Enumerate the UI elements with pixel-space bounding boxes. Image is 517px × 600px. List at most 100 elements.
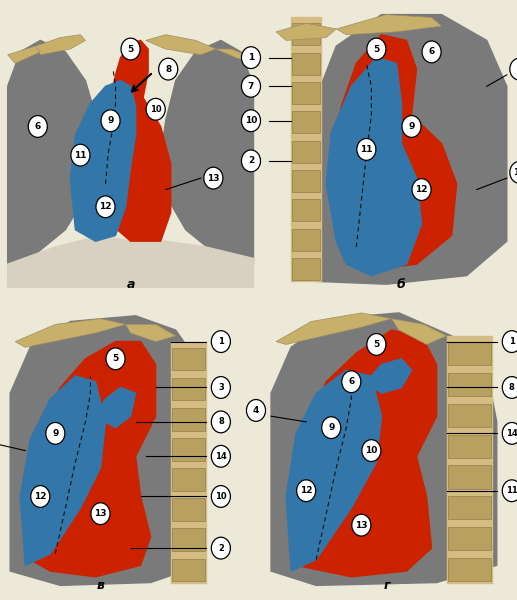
Text: 6: 6 <box>35 122 41 131</box>
Circle shape <box>503 422 517 444</box>
Circle shape <box>71 144 90 166</box>
Text: 1: 1 <box>218 337 224 346</box>
Circle shape <box>28 116 48 137</box>
Text: 13: 13 <box>94 509 107 518</box>
Circle shape <box>241 110 261 131</box>
Circle shape <box>342 371 361 392</box>
Polygon shape <box>448 527 491 550</box>
Circle shape <box>204 167 223 189</box>
Circle shape <box>422 41 441 63</box>
Circle shape <box>510 58 517 80</box>
Polygon shape <box>172 529 205 551</box>
Circle shape <box>322 417 341 439</box>
Text: 1: 1 <box>248 53 254 62</box>
Text: 6: 6 <box>348 377 355 386</box>
Circle shape <box>211 331 231 352</box>
Polygon shape <box>172 378 205 400</box>
Polygon shape <box>261 6 512 293</box>
Polygon shape <box>271 313 497 586</box>
Text: 5: 5 <box>112 354 119 364</box>
Circle shape <box>211 445 231 467</box>
Polygon shape <box>15 319 126 347</box>
Text: 12: 12 <box>99 202 112 211</box>
Polygon shape <box>8 46 40 64</box>
Text: 13: 13 <box>513 168 517 177</box>
Text: а: а <box>126 278 135 291</box>
Text: 11: 11 <box>74 151 87 160</box>
Polygon shape <box>448 404 491 427</box>
Polygon shape <box>8 235 253 287</box>
Polygon shape <box>172 468 205 491</box>
Circle shape <box>211 485 231 508</box>
Polygon shape <box>316 14 507 284</box>
Circle shape <box>101 110 120 131</box>
Circle shape <box>367 38 386 60</box>
Text: 9: 9 <box>108 116 114 125</box>
Circle shape <box>362 440 381 461</box>
Circle shape <box>503 480 517 502</box>
Polygon shape <box>296 330 436 577</box>
Text: 12: 12 <box>415 185 428 194</box>
Polygon shape <box>261 307 512 594</box>
Text: 12: 12 <box>34 492 47 501</box>
Polygon shape <box>276 23 336 40</box>
Circle shape <box>241 76 261 97</box>
Polygon shape <box>10 316 201 586</box>
Polygon shape <box>448 342 491 365</box>
Polygon shape <box>367 359 412 393</box>
Polygon shape <box>8 40 96 264</box>
Text: 8: 8 <box>516 65 517 74</box>
Text: 9: 9 <box>328 423 334 432</box>
Polygon shape <box>31 341 156 577</box>
Polygon shape <box>35 35 85 55</box>
Circle shape <box>402 116 421 137</box>
Polygon shape <box>292 140 320 163</box>
Text: 2: 2 <box>218 544 224 553</box>
Polygon shape <box>292 199 320 221</box>
Text: 3: 3 <box>218 383 224 392</box>
Text: 13: 13 <box>355 521 368 530</box>
Text: 14: 14 <box>506 429 517 438</box>
Polygon shape <box>448 466 491 488</box>
Circle shape <box>510 161 517 183</box>
Polygon shape <box>292 112 320 133</box>
Circle shape <box>46 422 65 444</box>
Text: 8: 8 <box>165 65 171 74</box>
Circle shape <box>211 411 231 433</box>
Text: 8: 8 <box>218 418 224 427</box>
Polygon shape <box>172 438 205 461</box>
Polygon shape <box>105 40 171 241</box>
Polygon shape <box>171 341 206 583</box>
Circle shape <box>412 179 431 200</box>
Text: в: в <box>97 579 104 592</box>
Polygon shape <box>276 313 391 344</box>
Polygon shape <box>96 388 135 428</box>
Text: 11: 11 <box>506 486 517 495</box>
Text: 5: 5 <box>373 340 379 349</box>
Polygon shape <box>326 58 421 275</box>
Circle shape <box>503 331 517 352</box>
Circle shape <box>297 480 316 502</box>
Text: 9: 9 <box>52 429 58 438</box>
Text: 8: 8 <box>509 383 515 392</box>
Text: 2: 2 <box>248 157 254 166</box>
Polygon shape <box>161 40 253 264</box>
Text: 11: 11 <box>360 145 373 154</box>
Polygon shape <box>146 35 216 55</box>
Polygon shape <box>126 325 176 341</box>
Polygon shape <box>291 17 321 281</box>
Circle shape <box>503 377 517 398</box>
Circle shape <box>241 47 261 68</box>
Circle shape <box>211 537 231 559</box>
Circle shape <box>106 348 125 370</box>
Polygon shape <box>172 498 205 521</box>
Polygon shape <box>292 229 320 251</box>
Polygon shape <box>292 170 320 192</box>
Circle shape <box>247 400 266 421</box>
Text: 12: 12 <box>300 486 312 495</box>
Polygon shape <box>5 6 256 293</box>
Circle shape <box>367 334 386 355</box>
Text: 10: 10 <box>365 446 377 455</box>
Polygon shape <box>391 319 447 344</box>
Polygon shape <box>292 258 320 280</box>
